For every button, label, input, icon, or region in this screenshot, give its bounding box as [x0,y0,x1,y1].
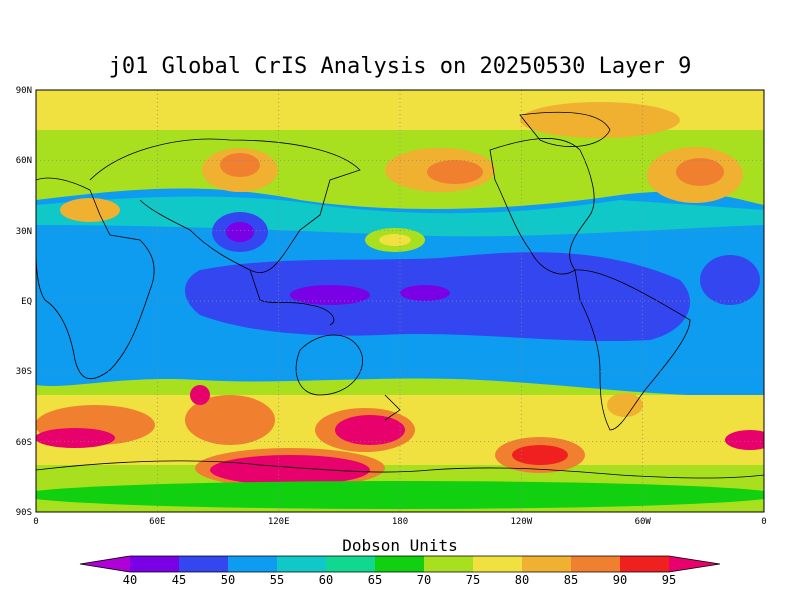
colorbar-swatch [277,556,326,572]
y-tick-label: 30N [16,227,32,237]
colorbar-swatch [130,556,179,572]
south-atlantic-peak [725,430,764,450]
x-tick-label: 60W [635,517,652,527]
y-tick-label: 90N [16,86,32,96]
north-pacific-core [427,160,483,184]
coast-south-america [574,269,691,431]
colorbar-level-label: 80 [515,573,529,587]
y-tick-label: 60N [16,156,32,166]
indian-ocean-peak [190,385,210,405]
coast-southeast-asia [249,269,335,326]
colorbar-swatch [179,556,228,572]
colorbar-level-label: 70 [417,573,431,587]
coastlines [36,111,764,479]
colorbar-level-label: 50 [221,573,235,587]
south-pacific-peak [512,445,568,465]
colorbar-left-arrow [80,556,130,572]
y-tick-label: 60S [16,438,32,448]
colorbar-right-arrow [669,556,720,572]
australia-south-peak [210,455,370,485]
colorbar-swatch [375,556,424,572]
tropical-core-2 [400,285,450,301]
colorbar-swatch [620,556,669,572]
coast-australia [295,334,363,396]
colorbar-level-label: 90 [613,573,627,587]
x-tick-label: 120E [268,517,290,527]
colorbar-level-label: 85 [564,573,578,587]
colorbar-swatch [326,556,375,572]
colorbar-level-label: 60 [319,573,333,587]
south-africa-peak [36,428,115,448]
colorbar-swatch [522,556,571,572]
coast-africa-europe [36,177,155,380]
x-tick-label: 180 [392,517,408,527]
indian-ocean-high [185,395,275,445]
colorbar-swatch [473,556,522,572]
europe-high [60,198,120,222]
colorbar-level-label: 65 [368,573,382,587]
coast-eurasia [89,138,361,273]
tasman-peak [335,415,405,445]
colorbar-level-label: 40 [123,573,137,587]
colorbar-level-label: 95 [662,573,676,587]
tibet-core [226,222,254,242]
y-tick-label: 30S [16,367,32,377]
map-grid [36,90,764,512]
colorbar-level-label: 75 [466,573,480,587]
colorbar-swatch [571,556,620,572]
atlantic-low [700,255,760,305]
x-tick-label: 0 [761,517,766,527]
south-america-high [607,393,643,417]
tropical-core-1 [290,285,370,305]
y-axis-labels: 90N 60N 30N EQ 30S 60S 90S [16,86,32,518]
colorbar-swatch [424,556,473,572]
map-title: j01 Global CrIS Analysis on 20250530 Lay… [108,54,692,79]
map-frame [35,89,765,513]
colorbar-level-label: 45 [172,573,186,587]
x-tick-label: 0 [33,517,38,527]
coast-north-america [489,138,595,275]
colorbar-labels: 40 45 50 55 60 65 70 75 80 85 90 95 [123,573,676,587]
pacific-yellow-blob [379,234,411,246]
colorbar-title: Dobson Units [342,536,458,555]
colorbar-level-label: 55 [270,573,284,587]
y-tick-label: EQ [21,297,32,307]
coast-greenland [519,111,611,147]
y-tick-label: 90S [16,508,32,518]
colorbar [79,555,721,573]
north-atlantic-core [676,158,724,186]
x-tick-label: 60E [149,517,165,527]
colorbar-swatch [228,556,277,572]
x-tick-label: 120W [510,517,532,527]
x-axis-labels: 0 60E 120E 180 120W 60W 0 [33,517,766,527]
colorbar-outline [79,555,721,573]
coast-antarctica [36,460,764,479]
siberia-core [220,153,260,177]
